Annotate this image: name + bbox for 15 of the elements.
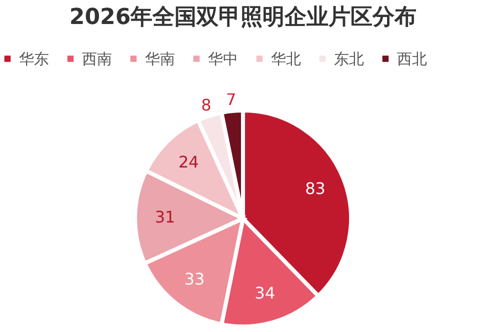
legend-label: 华东 bbox=[19, 50, 49, 68]
legend-label: 西南 bbox=[82, 50, 112, 68]
data-label: 24 bbox=[178, 152, 199, 172]
data-label: 34 bbox=[254, 283, 276, 302]
legend-label: 华南 bbox=[145, 50, 175, 68]
data-label: 7 bbox=[226, 90, 236, 110]
legend-label: 东北 bbox=[334, 50, 364, 68]
data-label: 31 bbox=[154, 207, 176, 226]
legend-label: 华中 bbox=[208, 50, 238, 68]
data-label: 83 bbox=[305, 179, 326, 198]
legend-label: 华北 bbox=[271, 50, 301, 68]
legend-label: 西北 bbox=[397, 50, 427, 68]
data-label: 8 bbox=[201, 95, 212, 114]
data-label: 33 bbox=[184, 270, 205, 289]
chart-title: 2026年全国双甲照明企业片区分布 bbox=[69, 5, 417, 30]
